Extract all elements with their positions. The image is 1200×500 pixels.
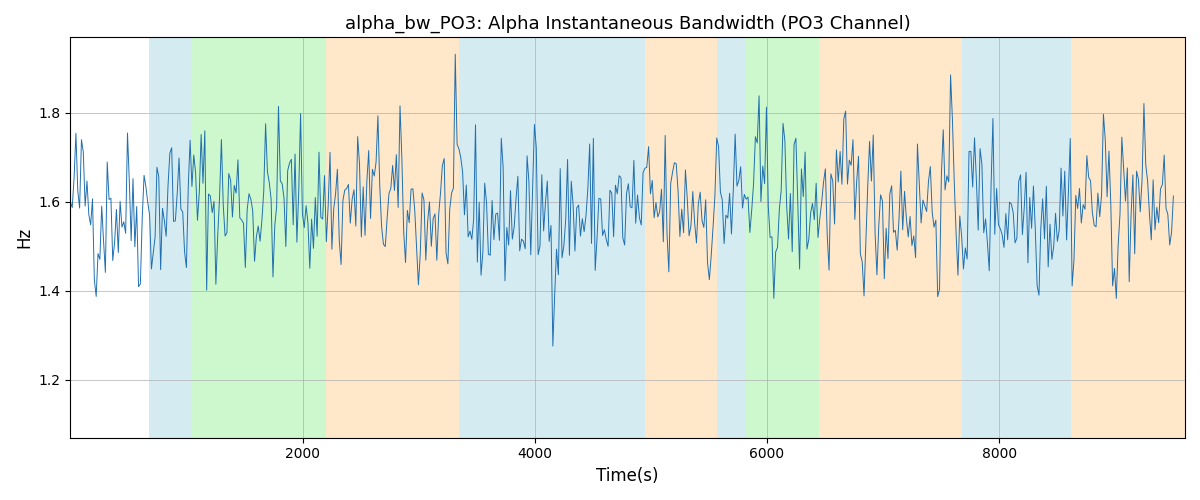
Bar [646,38,718,438]
Bar [820,38,962,438]
Bar [746,38,820,438]
X-axis label: Time(s): Time(s) [596,467,659,485]
Bar [718,38,746,438]
Y-axis label: Hz: Hz [14,227,32,248]
Bar [192,38,326,438]
Bar [149,38,192,438]
Bar [326,38,460,438]
Bar [1072,38,1186,438]
Bar [962,38,1072,438]
Bar [460,38,646,438]
Title: alpha_bw_PO3: Alpha Instantaneous Bandwidth (PO3 Channel): alpha_bw_PO3: Alpha Instantaneous Bandwi… [344,15,911,34]
